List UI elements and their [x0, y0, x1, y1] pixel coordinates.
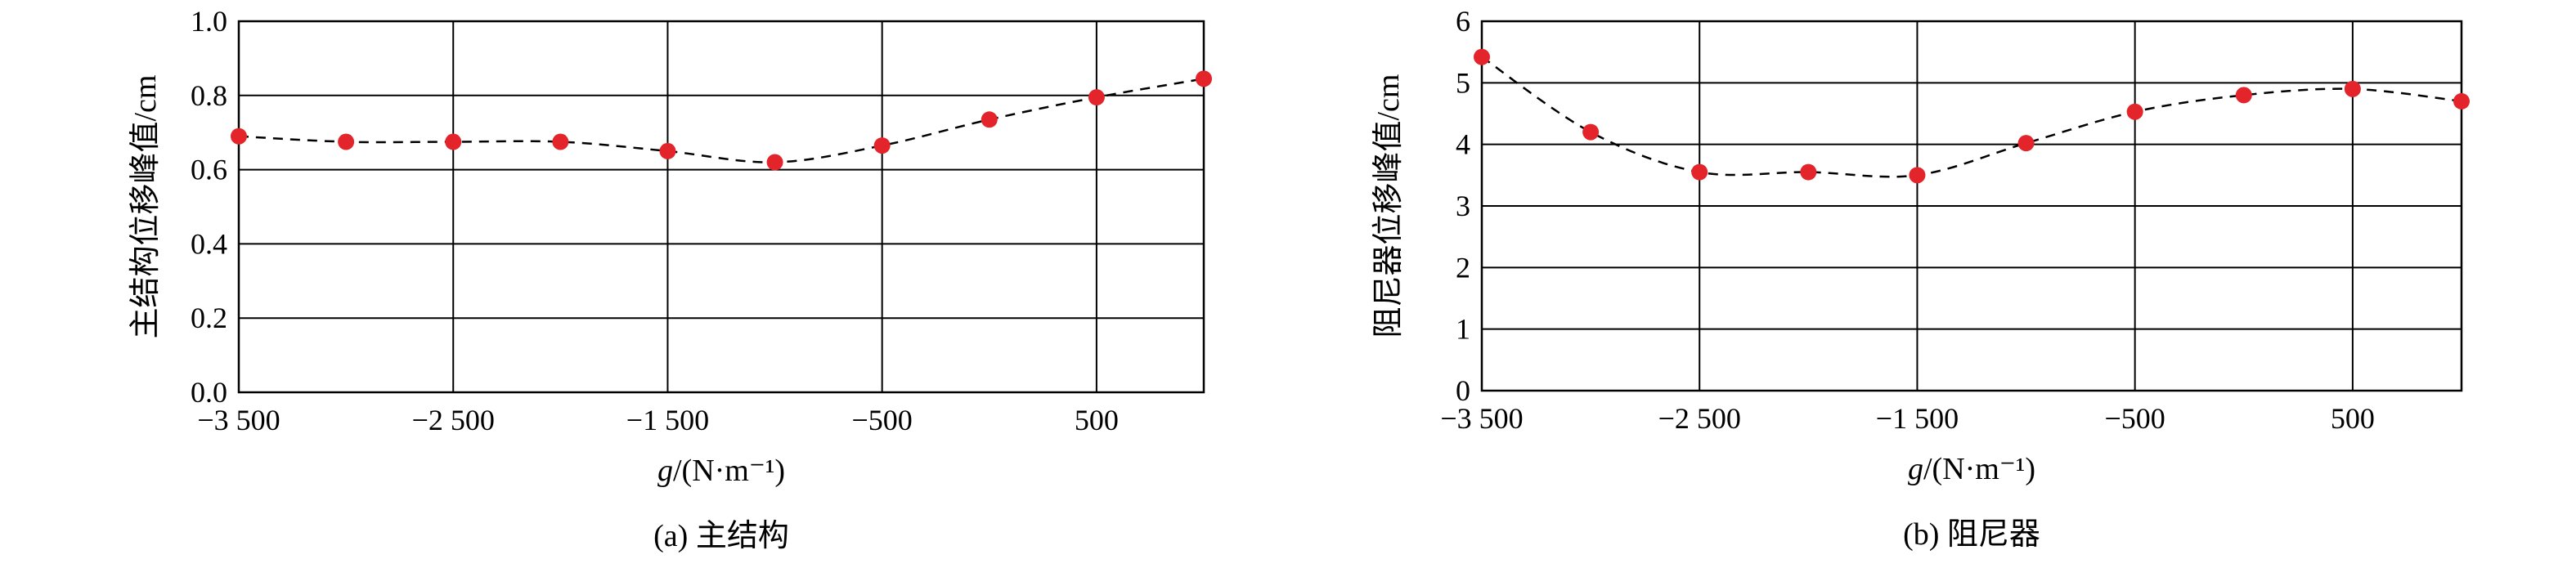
panel-b-x-axis-label-unit: /(N·m⁻¹) [1923, 452, 2035, 486]
panel-a-data-point [1088, 89, 1105, 106]
panel-b-x-tick-labels: −3 500 −2 500 −1 500 −500 500 [1440, 402, 2375, 435]
panel-b-y-tick-label: 6 [1456, 5, 1470, 38]
panel-a-y-tick-label: 0.8 [191, 79, 227, 112]
panel-a-caption: (a) 主结构 [653, 519, 789, 553]
panel-a-y-axis-label: 主结构位移峰值/cm [128, 75, 163, 339]
panel-b-trend-line [1481, 56, 2462, 178]
panel-b-data-point [1691, 163, 1708, 181]
panel-a-x-tick-label: −1 500 [626, 404, 709, 436]
panel-a-x-tick-label: −3 500 [197, 404, 280, 436]
panel-a-data-point [766, 154, 783, 171]
panel-a-x-tick-label: −2 500 [412, 404, 495, 436]
panel-a-y-tick-label: 0.6 [191, 154, 227, 186]
panel-a-y-tick-label: 0.4 [191, 227, 227, 260]
panel-a-x-tick-labels: −3 500 −2 500 −1 500 −500 500 [197, 404, 1119, 436]
panel-b-data-point [1800, 163, 1817, 181]
panel-a-y-tick-label: 0.2 [191, 302, 227, 334]
panel-b: −3 500 −2 500 −1 500 −500 500 0 1 2 3 4 5 6 阻尼器位移峰… [1371, 5, 2470, 552]
panel-b-y-tick-label: 5 [1456, 66, 1470, 99]
panel-b-y-axis-label: 阻尼器位移峰值/cm [1371, 74, 1406, 338]
panel-a-x-axis-label-unit: /(N·m⁻¹) [673, 454, 785, 488]
panel-a-data-point [552, 133, 569, 150]
panel-a-plot-frame [237, 20, 1205, 394]
panel-b-data-point [2453, 92, 2470, 110]
panel-b-data-point [2126, 103, 2143, 120]
panel-b-x-tick-label: −500 [2105, 402, 2165, 435]
panel-b-y-tick-label: 4 [1456, 128, 1470, 161]
panel-a-data-point [445, 133, 462, 150]
panel-b-y-tick-labels: 0 1 2 3 4 5 6 [1456, 5, 1470, 407]
panel-b-data-point [2235, 87, 2252, 104]
panel-b-data-point [2344, 80, 2361, 97]
panel-b-x-axis-label-var: g [1908, 452, 1923, 486]
panel-a-x-axis-label-var: g [657, 454, 673, 488]
panel-a-trend-line [238, 78, 1205, 163]
panel-a-data-point [231, 127, 247, 145]
panel-b-data-point [1474, 48, 1490, 65]
panel-b-x-axis-label: g/(N·m⁻¹) [1908, 452, 2035, 486]
panel-a-data-point [873, 137, 891, 154]
panel-b-data-point [1582, 123, 1600, 141]
panel-a-x-axis-label: g/(N·m⁻¹) [657, 454, 785, 488]
panel-a-data-point [659, 142, 676, 159]
panel-b-y-tick-label: 1 [1456, 313, 1470, 346]
panel-b-data-point [1909, 167, 1926, 184]
panel-b-data-point [2017, 135, 2035, 152]
panel-b-y-tick-label: 2 [1456, 251, 1470, 284]
panel-b-points [1474, 48, 2470, 184]
panel-b-x-tick-label: −1 500 [1876, 402, 1959, 435]
panel-b-y-tick-label: 0 [1456, 374, 1470, 407]
panel-a: −3 500 −2 500 −1 500 −500 500 0.00.20.40.60.… [128, 5, 1212, 553]
panel-a-y-tick-labels: 0.0 0.2 0.4 0.6 0.8 1.0 [191, 5, 227, 409]
panel-a-data-point [1196, 70, 1212, 87]
panel-b-plot-frame [1480, 20, 2463, 392]
panel-b-grid [1481, 20, 2462, 391]
panel-a-x-tick-label: −500 [852, 404, 913, 436]
panel-b-x-tick-label: −3 500 [1440, 402, 1523, 435]
panel-a-grid [238, 20, 1204, 393]
panel-a-y-tick-label: 1.0 [191, 5, 227, 38]
panel-a-points [231, 70, 1212, 171]
panel-b-x-tick-label: −2 500 [1658, 402, 1741, 435]
panel-a-data-point [338, 133, 355, 150]
panel-b-x-tick-label: 500 [2331, 402, 2375, 435]
panel-b-caption: (b) 阻尼器 [1903, 517, 2040, 552]
panel-b-y-tick-label: 3 [1456, 190, 1470, 222]
panel-a-x-tick-label: 500 [1075, 404, 1119, 436]
panel-a-y-tick-label: 0.0 [191, 376, 227, 409]
panel-a-data-point [981, 111, 998, 128]
